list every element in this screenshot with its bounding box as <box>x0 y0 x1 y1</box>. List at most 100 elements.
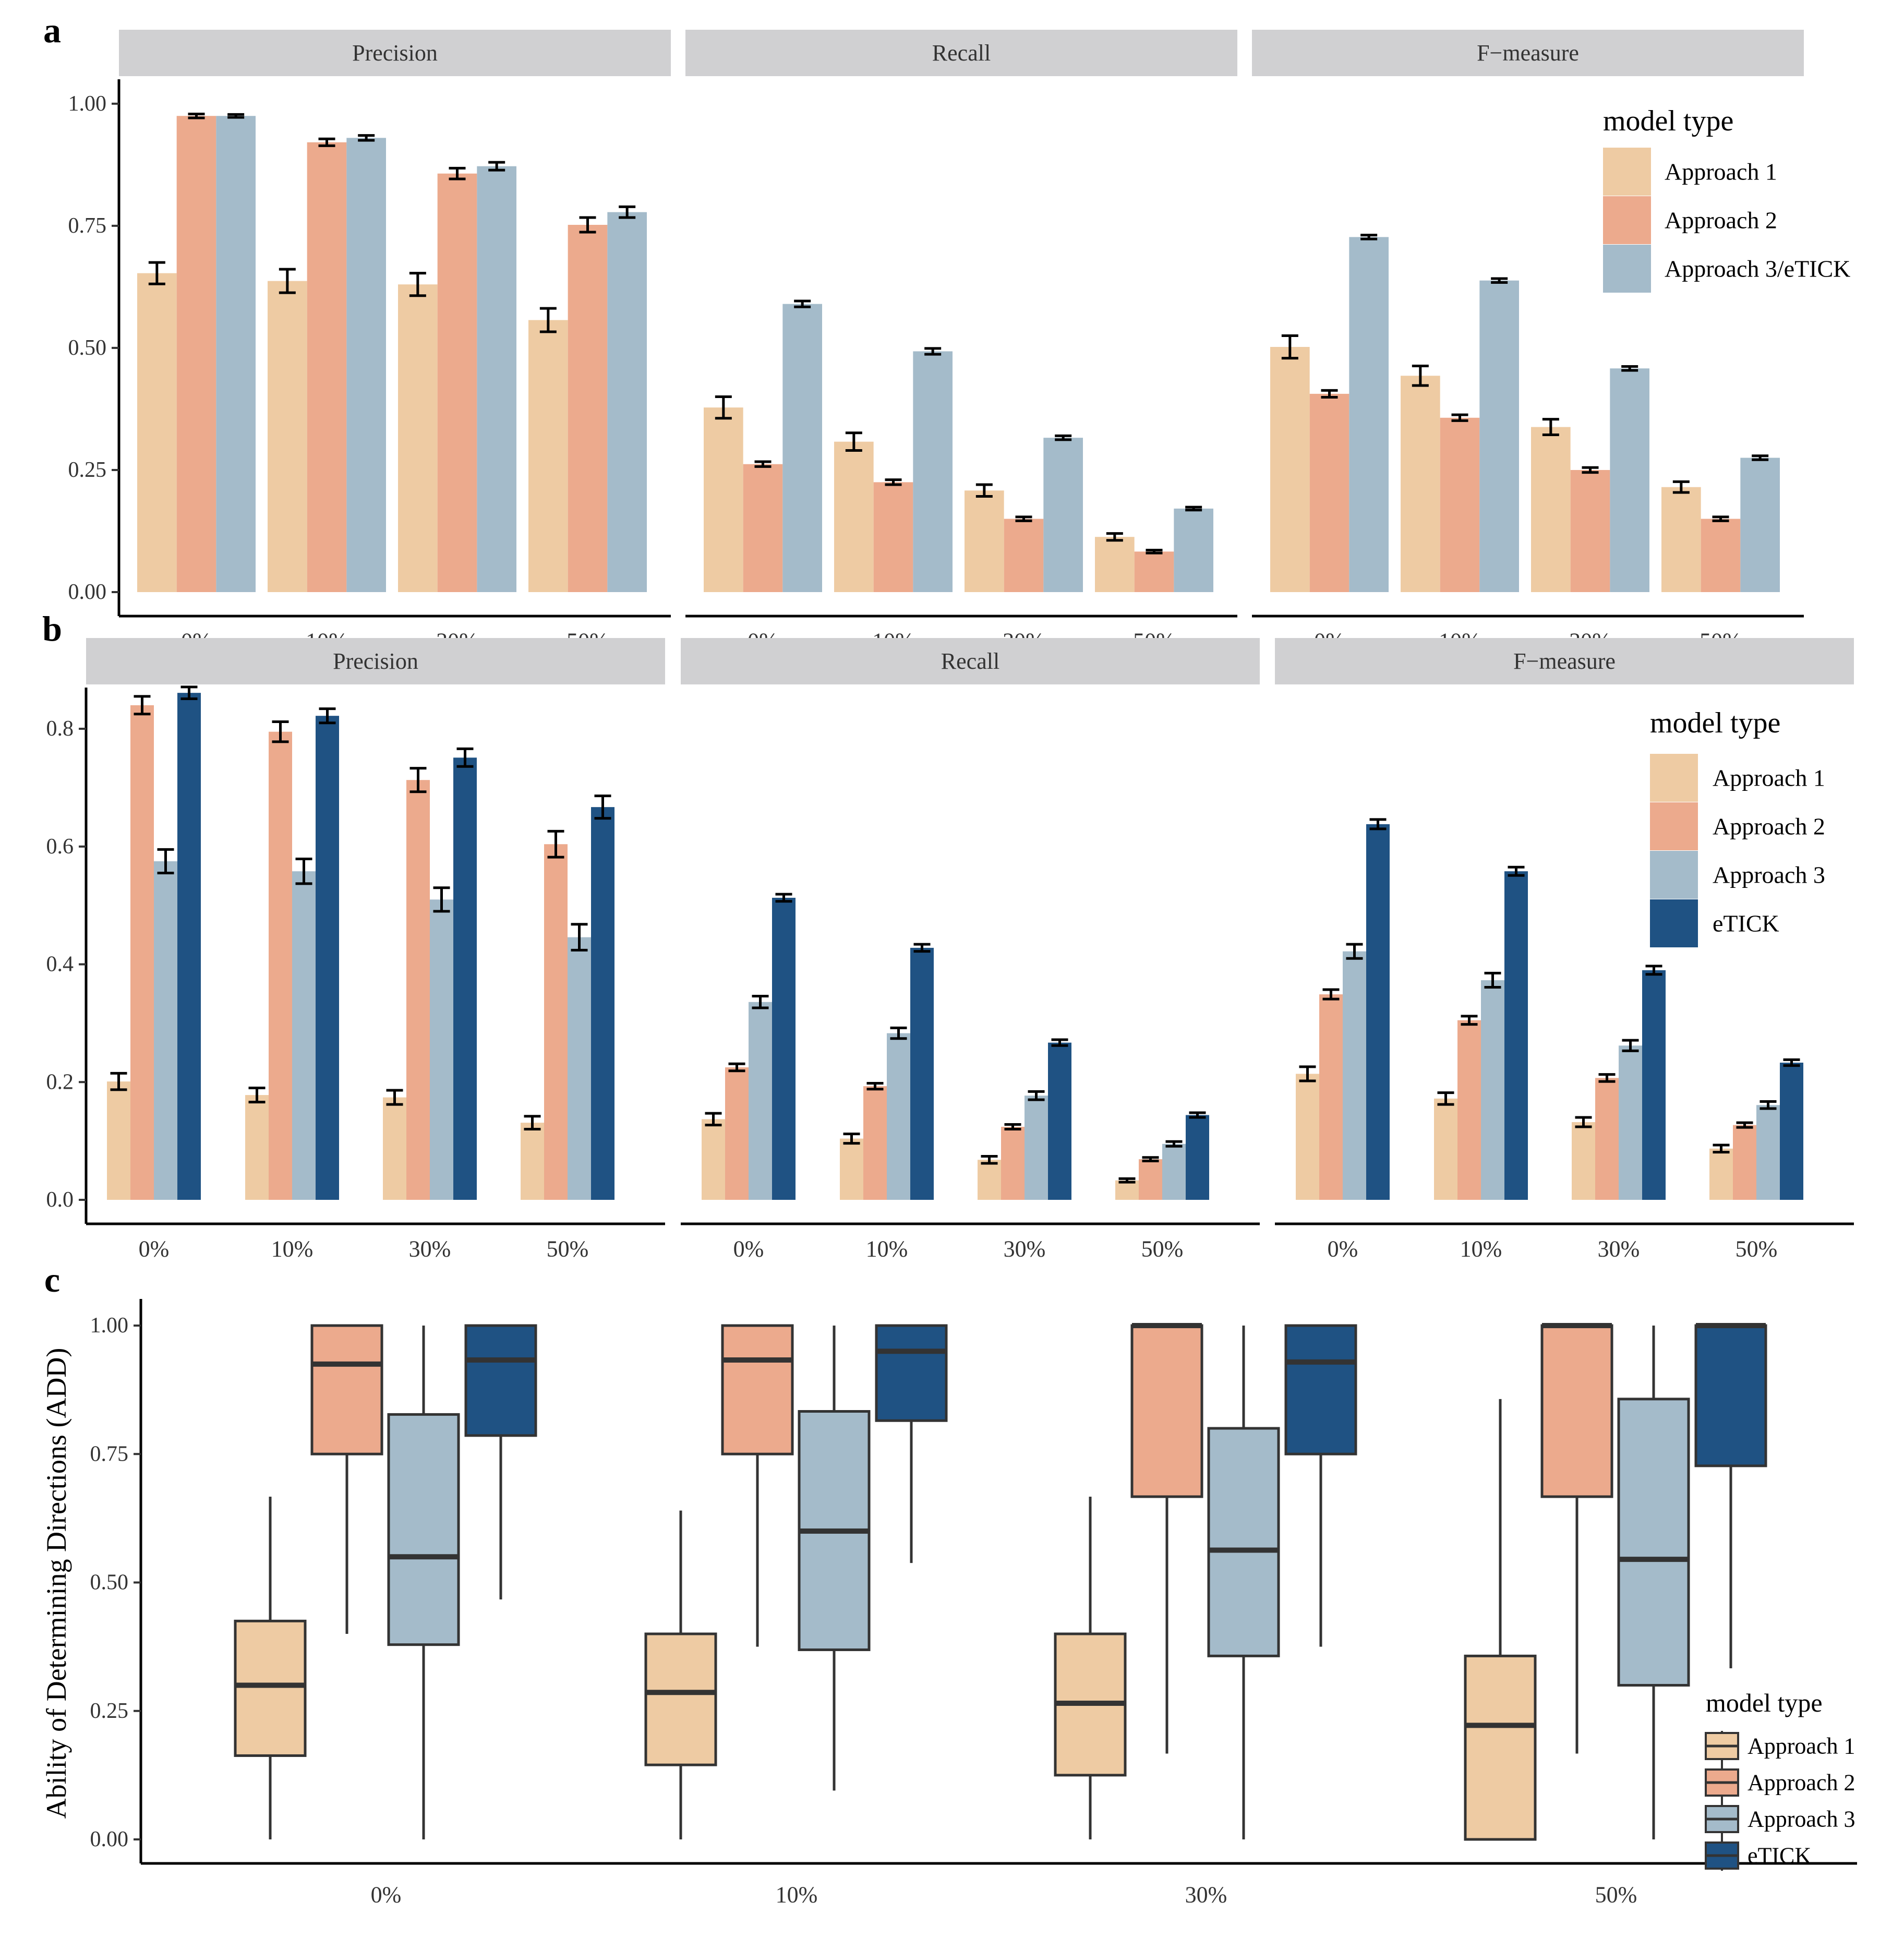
bar-a-f-measure-approach-3-etick-0 <box>1349 237 1389 592</box>
bar-b-precision-approach-3-10 <box>292 871 316 1200</box>
bar-a-precision-approach-1-30 <box>398 284 438 592</box>
bar-b-recall-approach-2-0 <box>725 1067 749 1200</box>
y-tick-label-a-4: 1.00 <box>68 92 107 116</box>
legend-label-b-approach-2: Approach 2 <box>1713 813 1825 840</box>
x-tick-label-c-30: 30% <box>1185 1882 1227 1908</box>
y-tick-label-c-2: 0.50 <box>90 1571 129 1595</box>
bar-a-precision-approach-3-etick-10 <box>346 138 386 592</box>
legend-label-c-approach-2: Approach 2 <box>1748 1770 1855 1796</box>
box-c-approach-1-10 <box>644 1632 717 1766</box>
legend-label-a-approach-2: Approach 2 <box>1665 207 1777 234</box>
bar-b-f-measure-approach-2-50 <box>1733 1125 1756 1200</box>
bar-a-recall-approach-1-0 <box>704 407 743 592</box>
facet-strip-a-precision <box>119 30 671 76</box>
box-c-approach-2-10 <box>721 1324 794 1455</box>
bar-a-f-measure-approach-3-etick-10 <box>1479 280 1519 592</box>
bar-b-f-measure-approach-2-30 <box>1595 1078 1619 1200</box>
bar-a-precision-approach-2-30 <box>437 173 477 592</box>
bar-a-recall-approach-3-etick-0 <box>782 304 822 592</box>
x-tick-label-b-recall-30: 30% <box>1004 1236 1046 1262</box>
legend-label-b-approach-1: Approach 1 <box>1713 765 1825 791</box>
bar-a-precision-approach-2-10 <box>307 142 347 593</box>
legend-key-b-etick <box>1650 899 1698 947</box>
bar-b-recall-approach-1-0 <box>702 1119 725 1200</box>
legend-label-a-approach-1: Approach 1 <box>1665 159 1777 185</box>
legend-title-b: model type <box>1650 707 1780 739</box>
bar-b-precision-approach-1-10 <box>245 1095 269 1200</box>
legend-key-b-approach-3 <box>1650 851 1698 899</box>
bar-b-f-measure-approach-3-10 <box>1481 980 1504 1200</box>
bar-a-precision-approach-2-50 <box>568 224 608 593</box>
bar-b-precision-approach-3-0 <box>154 861 177 1200</box>
y-tick-label-c-0: 0.00 <box>90 1827 129 1851</box>
bar-a-recall-approach-2-30 <box>1004 519 1044 592</box>
y-tick-label-a-1: 0.25 <box>68 458 107 482</box>
y-tick-label-b-4: 0.8 <box>46 717 74 741</box>
bar-b-precision-etick-30 <box>453 757 477 1200</box>
bar-a-precision-approach-3-etick-50 <box>607 212 647 592</box>
y-tick-label-a-2: 0.50 <box>68 336 107 360</box>
bar-a-f-measure-approach-2-50 <box>1701 519 1741 592</box>
bar-a-f-measure-approach-2-30 <box>1570 470 1610 592</box>
bar-b-recall-etick-50 <box>1186 1115 1209 1200</box>
legend-label-a-approach-3-etick: Approach 3/eTICK <box>1665 256 1850 282</box>
x-tick-label-b-f-measure-10: 10% <box>1460 1236 1502 1262</box>
x-tick-label-b-f-measure-30: 30% <box>1598 1236 1640 1262</box>
y-tick-label-c-1: 0.25 <box>90 1699 129 1723</box>
bar-b-f-measure-etick-10 <box>1504 871 1528 1200</box>
bar-b-recall-etick-30 <box>1048 1042 1071 1200</box>
bar-a-recall-approach-3-etick-30 <box>1043 438 1083 592</box>
legend-title-a: model type <box>1603 105 1733 137</box>
facet-strip-b-precision <box>86 638 665 684</box>
facet-strip-b-f-measure <box>1275 638 1854 684</box>
bar-b-f-measure-approach-1-0 <box>1296 1074 1319 1200</box>
bar-a-f-measure-approach-3-etick-30 <box>1610 368 1649 592</box>
bar-b-precision-approach-2-30 <box>406 780 430 1200</box>
y-tick-label-c-3: 0.75 <box>90 1442 129 1466</box>
y-tick-label-c-4: 1.00 <box>90 1314 129 1338</box>
bar-a-recall-approach-3-etick-50 <box>1174 508 1213 592</box>
x-tick-label-b-precision-0: 0% <box>139 1236 170 1262</box>
bar-a-f-measure-approach-3-etick-50 <box>1740 458 1780 592</box>
bar-b-recall-approach-3-50 <box>1162 1143 1186 1200</box>
bar-b-recall-approach-2-10 <box>863 1086 887 1200</box>
box-c-approach-3-30 <box>1207 1427 1280 1657</box>
x-tick-label-b-recall-50: 50% <box>1141 1236 1184 1262</box>
legend-key-a-approach-2 <box>1603 196 1651 244</box>
box-c-approach-1-0 <box>234 1619 307 1757</box>
legend-key-b-approach-1 <box>1650 754 1698 802</box>
legend-label-c-etick: eTICK <box>1748 1843 1811 1869</box>
bar-b-recall-approach-3-30 <box>1025 1096 1048 1200</box>
bar-b-precision-etick-0 <box>177 693 201 1200</box>
y-tick-label-a-3: 0.75 <box>68 214 107 238</box>
facet-title-a-recall: Recall <box>932 40 991 66</box>
bar-a-precision-approach-3-etick-30 <box>477 166 516 592</box>
bar-a-precision-approach-1-0 <box>137 273 177 592</box>
facet-title-a-precision: Precision <box>352 40 438 66</box>
bar-b-recall-approach-3-0 <box>749 1002 772 1200</box>
bar-b-f-measure-approach-1-50 <box>1709 1148 1733 1200</box>
facet-title-a-f-measure: F−measure <box>1477 40 1579 66</box>
bar-b-recall-approach-1-50 <box>1115 1180 1139 1200</box>
bar-a-f-measure-approach-1-50 <box>1661 487 1701 592</box>
bar-b-f-measure-approach-1-10 <box>1434 1098 1457 1200</box>
bar-a-precision-approach-2-0 <box>176 116 216 592</box>
facet-strip-b-recall <box>681 638 1260 684</box>
bar-b-precision-approach-3-30 <box>430 899 453 1200</box>
panel-label-a: a <box>43 10 61 50</box>
bar-a-precision-approach-3-etick-0 <box>216 116 256 592</box>
bar-b-precision-etick-10 <box>316 716 339 1200</box>
legend-title-c: model type <box>1706 1688 1823 1717</box>
x-tick-label-b-recall-0: 0% <box>733 1236 764 1262</box>
bar-a-f-measure-approach-2-0 <box>1309 393 1349 592</box>
box-c-approach-3-0 <box>387 1413 460 1646</box>
y-tick-label-b-2: 0.4 <box>46 953 74 977</box>
bar-b-f-measure-approach-2-10 <box>1457 1020 1481 1200</box>
bar-b-precision-approach-2-50 <box>544 844 568 1200</box>
bar-b-precision-approach-1-50 <box>521 1123 544 1200</box>
bar-a-f-measure-approach-2-10 <box>1440 417 1480 592</box>
y-tick-label-b-1: 0.2 <box>46 1070 74 1094</box>
bar-b-precision-approach-1-0 <box>107 1081 130 1200</box>
bar-b-recall-approach-1-10 <box>840 1138 863 1200</box>
box-c-etick-30 <box>1284 1324 1357 1455</box>
